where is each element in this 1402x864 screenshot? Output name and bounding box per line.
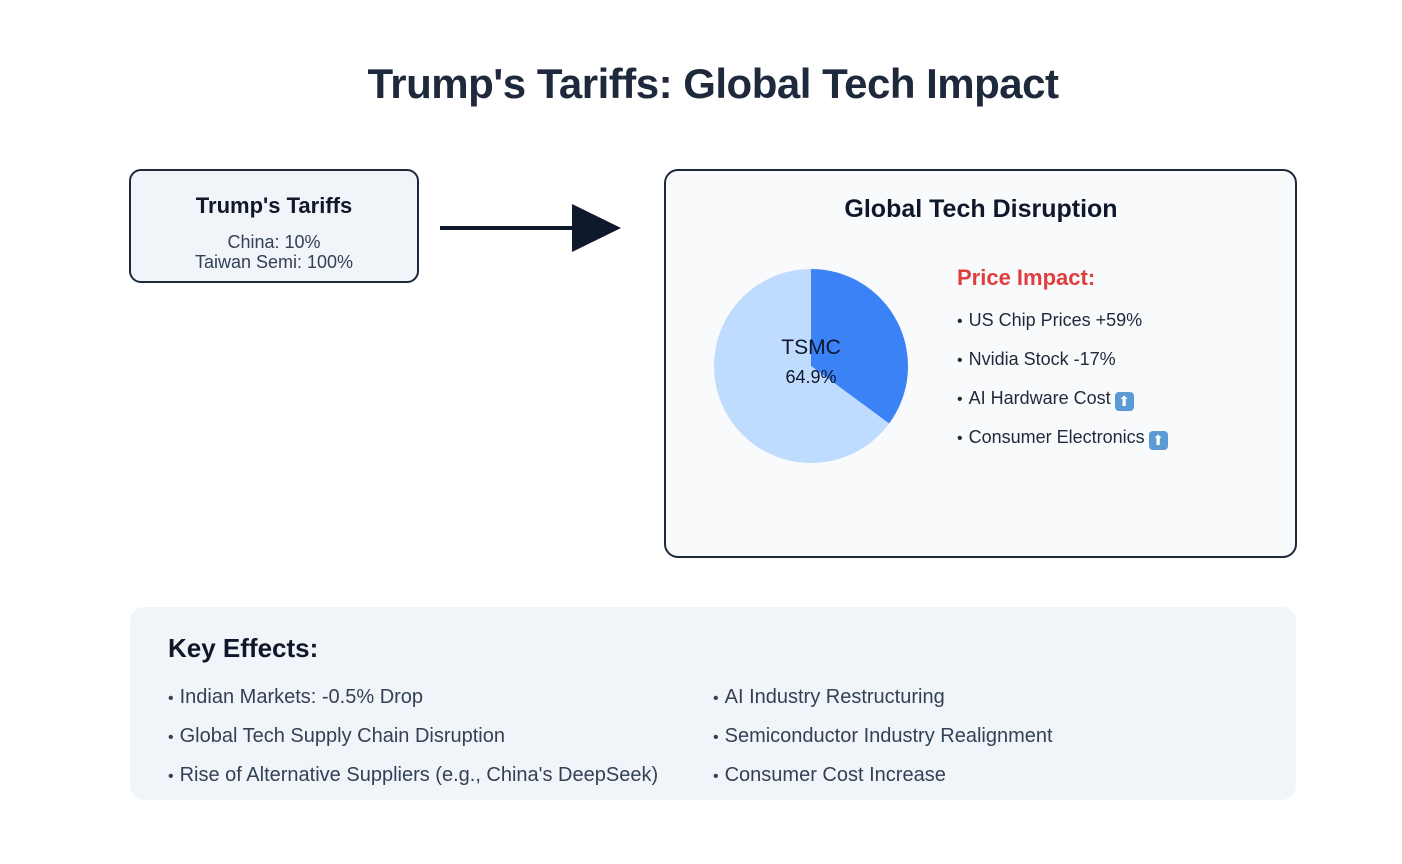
disruption-box: Global Tech Disruption TSMC 64.9% Price I…: [664, 169, 1297, 558]
tariff-taiwan-semi: Taiwan Semi: 100%: [194, 252, 354, 272]
key-effects-title: Key Effects:: [168, 633, 319, 663]
pie-slice-other: [811, 269, 908, 424]
effect-item: • AI Industry Restructuring: [713, 686, 945, 708]
key-effects-right-list: • AI Industry Restructuring • Semiconducto…: [713, 685, 1053, 802]
price-item: • Consumer Electronics ⬆: [957, 425, 1168, 464]
page-title: Trump's Tariffs: Global Tech Impact: [367, 60, 1059, 107]
key-effects-left-list: • Indian Markets: -0.5% Drop • Global Tech…: [168, 685, 658, 802]
tariff-china: China: 10%: [227, 232, 321, 252]
effect-item: • Indian Markets: -0.5% Drop: [168, 686, 424, 708]
up-arrow-icon: ⬆: [1148, 431, 1168, 450]
disruption-title: Global Tech Disruption: [844, 195, 1118, 223]
price-impact-title: Price Impact:: [957, 265, 1096, 290]
flow-arrow-icon: [440, 204, 621, 252]
price-impact-list: • US Chip Prices +59% • Nvidia Stock -17% …: [957, 308, 1168, 464]
tariffs-box: Trump's Tariffs China: 10% Taiwan Semi: …: [129, 169, 419, 283]
up-arrow-icon: ⬆: [1114, 392, 1134, 411]
effect-item: • Consumer Cost Increase: [713, 764, 946, 786]
pie-value-tsmc: 64.9%: [785, 367, 836, 387]
pie-label-tsmc: TSMC: [781, 336, 841, 359]
price-item: • AI Hardware Cost ⬆: [957, 386, 1168, 425]
market-share-pie-chart: TSMC 64.9%: [714, 269, 908, 463]
effect-item: • Semiconductor Industry Realignment: [713, 725, 1053, 747]
pie-slice-tsmc: [714, 269, 890, 463]
effect-item: • Global Tech Supply Chain Disruption: [168, 725, 505, 747]
price-item: • Nvidia Stock -17%: [957, 349, 1116, 369]
price-item: • US Chip Prices +59%: [957, 310, 1143, 330]
effect-item: • Rise of Alternative Suppliers (e.g., Ch…: [168, 764, 659, 786]
tariffs-title: Trump's Tariffs: [195, 193, 353, 218]
key-effects-panel: Key Effects: • Indian Markets: -0.5% Drop…: [130, 607, 1296, 800]
